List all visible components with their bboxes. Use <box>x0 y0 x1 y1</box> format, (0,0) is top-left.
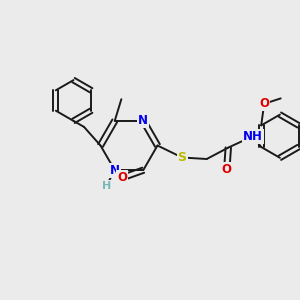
Text: N: N <box>110 164 120 177</box>
Text: N: N <box>138 114 148 127</box>
Text: H: H <box>102 181 111 191</box>
Text: O: O <box>259 97 269 110</box>
Text: S: S <box>178 151 187 164</box>
Text: O: O <box>117 171 127 184</box>
Text: NH: NH <box>243 130 263 143</box>
Text: O: O <box>222 163 232 176</box>
